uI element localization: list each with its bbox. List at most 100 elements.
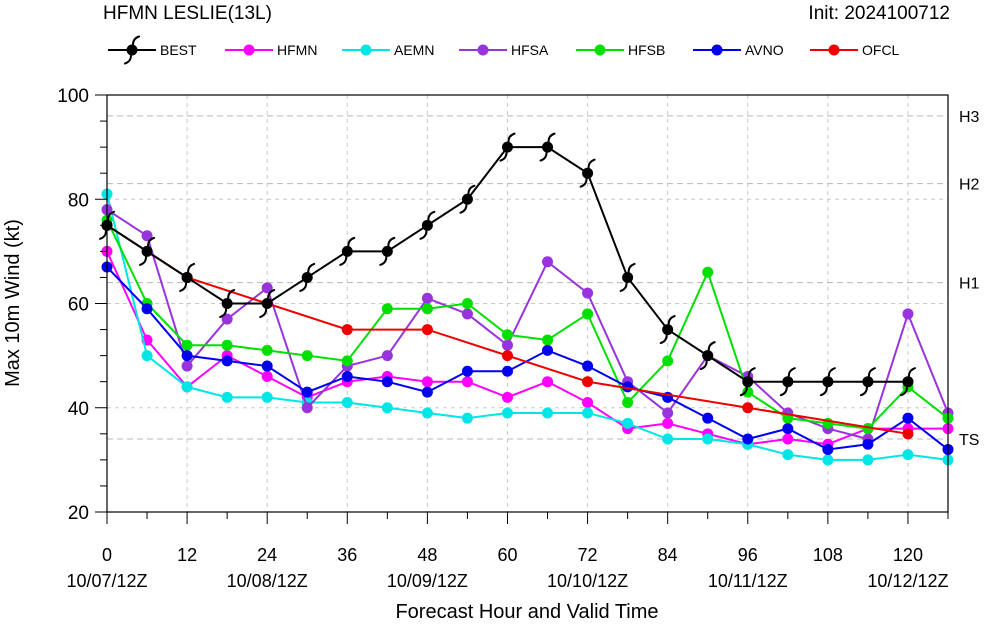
legend-label-hfmn: HFMN [277,42,317,58]
point-ofcl [742,402,754,414]
x-tick-label: 60 [497,545,517,565]
point-hfmn [421,376,433,388]
point-aemn [341,397,353,409]
legend-marker-hfsa [477,44,489,56]
point-best-arms [99,210,115,240]
date-tick-label: 10/08/12Z [227,571,308,591]
x-tick-label: 108 [813,545,843,565]
series-line-hfsb [106,219,949,430]
y-tick-label: 80 [68,190,89,211]
x-axis-label: Forecast Hour and Valid Time [395,601,658,623]
point-aemn [822,454,834,466]
point-best-eye [381,245,393,257]
point-hfsb [421,303,433,315]
point-avno [381,376,393,388]
point-aemn [421,407,433,419]
point-best [539,132,556,162]
series-layer [99,132,954,466]
point-best [619,262,636,292]
legend-item-ofcl: OFCL [810,42,900,58]
legend-marker-hfmn [243,44,255,56]
point-ofcl [902,428,914,440]
point-best [219,289,236,318]
legend-label-hfsb: HFSB [628,42,665,58]
point-best-arms [819,367,836,397]
point-best-eye [702,350,714,362]
legend-marker-best [124,35,140,65]
x-tick-label: 24 [257,545,277,565]
intensity-label: H3 [959,109,980,126]
point-best-arms [619,262,636,292]
point-hfsb [542,334,554,346]
point-avno [501,365,513,377]
point-best-arms [379,236,396,266]
point-best-eye [582,167,594,179]
point-avno [742,433,754,445]
point-aemn [582,407,594,419]
series-line-avno [106,266,949,451]
point-hfsa [141,230,153,242]
point-best-eye [141,245,153,257]
point-best-eye [742,376,754,388]
series-avno [101,261,954,455]
axes: H3 H2 H1 TS 20 40 60 80 100 0 12 24 36 48 60 72 84 96 108 1… [57,86,979,591]
legend-item-aemn: AEMN [342,42,434,58]
point-hfsa [582,287,594,299]
point-best-arms [179,262,196,292]
point-hfsb [381,303,393,315]
point-hfsb [662,355,674,367]
x-tick-label: 72 [578,545,598,565]
legend-label-aemn: AEMN [394,42,434,58]
point-best [379,236,396,266]
point-best-arms [299,262,316,292]
series-line-aemn [106,193,949,461]
point-avno [902,412,914,424]
point-best-arms [139,236,156,266]
series-line-hfmn [106,250,948,446]
point-avno [461,365,473,377]
point-best-eye [542,141,554,153]
point-hfsa [421,292,433,304]
x-tick-label: 120 [893,545,923,565]
point-avno [341,370,353,382]
date-tick-label: 10/07/12Z [66,571,147,591]
series-best [99,132,916,397]
legend-item-hfmn: HFMN [225,42,317,58]
x-tick-label: 0 [102,545,112,565]
date-tick-label: 10/09/12Z [387,571,468,591]
point-hfsa [261,282,273,294]
point-avno [421,386,433,398]
point-best-eye [341,245,353,257]
series-line-ofcl [106,224,909,435]
point-best-arms [259,289,276,318]
point-avno [862,438,874,450]
intensity-label: TS [959,432,979,449]
point-aemn [702,433,714,445]
point-ofcl [421,324,433,336]
point-best [419,210,436,240]
intensity-label: H1 [959,276,980,293]
legend: BEST HFMN AEMN HFSA HFSB AVNO OFCL [108,35,900,65]
point-best-eye [902,376,914,388]
point-best-arms [579,158,596,188]
point-best [139,236,156,266]
x-tick-label: 36 [337,545,357,565]
y-tick-label: 60 [68,295,89,316]
date-tick-label: 10/10/12Z [547,571,628,591]
point-hfsa [461,308,473,320]
point-best [899,367,916,397]
point-avno [261,360,273,372]
point-best-eye [782,376,794,388]
legend-marker-best-arms [124,35,140,65]
y-axis-label: Max 10m Wind (kt) [2,219,24,387]
point-best-arms [699,341,716,371]
point-hfsb [261,344,273,356]
point-ofcl [582,376,594,388]
point-hfsa [542,256,554,268]
point-aemn [461,412,473,424]
legend-label-avno: AVNO [745,42,784,58]
point-best-eye [622,271,634,283]
point-avno [702,412,714,424]
point-aemn [902,449,914,461]
